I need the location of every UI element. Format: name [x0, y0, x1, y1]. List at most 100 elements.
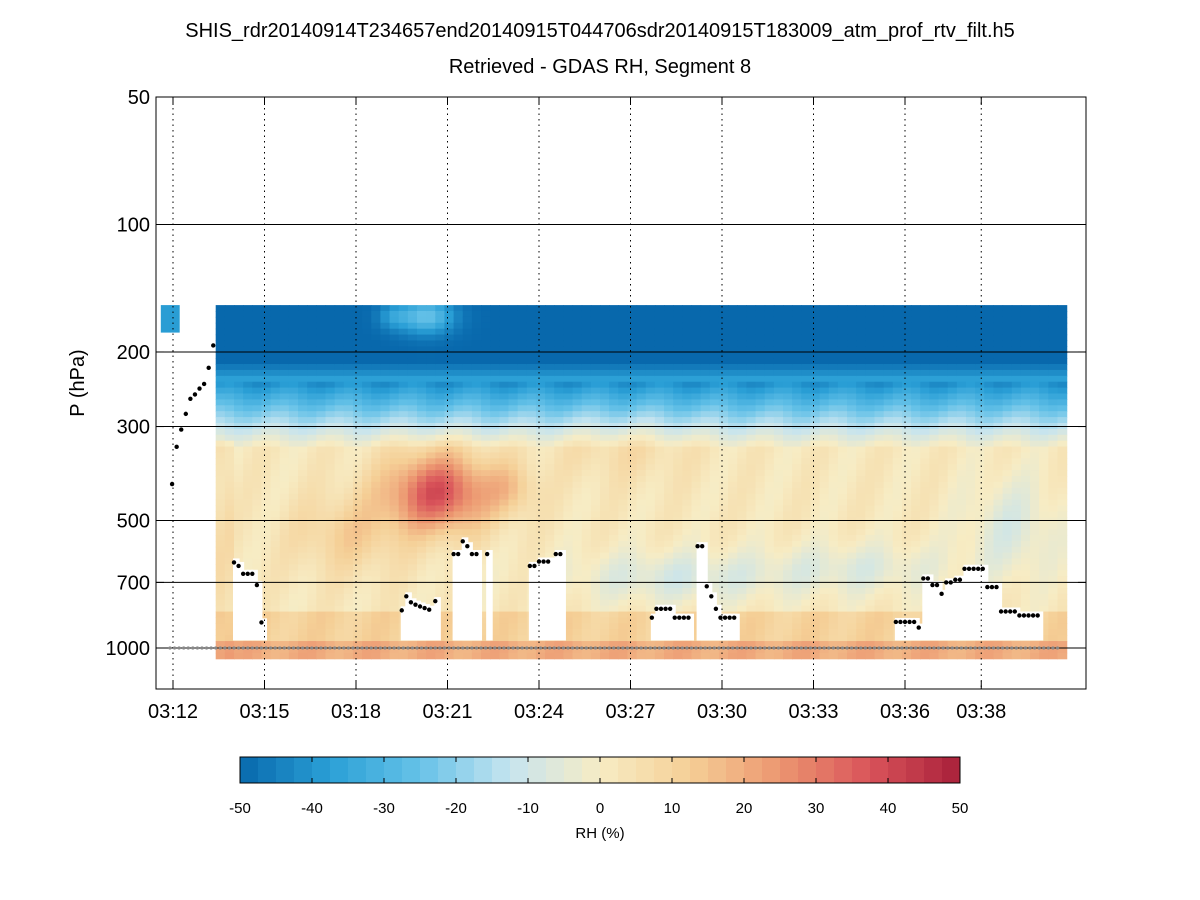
heatmap-cell [847, 481, 857, 489]
heatmap-cell [737, 328, 747, 336]
heatmap-cell [298, 316, 308, 324]
heatmap-cell [462, 387, 473, 395]
heatmap-cell [737, 358, 747, 365]
heatmap-cell [563, 458, 574, 465]
heatmap-cell [316, 593, 327, 601]
heatmap-cell [746, 364, 757, 371]
heatmap-cell [673, 393, 683, 400]
heatmap-cell [755, 470, 766, 477]
heatmap-cell [847, 599, 857, 607]
heatmap-cell [947, 434, 958, 442]
heatmap-cell [819, 629, 830, 636]
heatmap-cell [279, 587, 290, 595]
heatmap-cell [627, 605, 638, 613]
heatmap-cell [234, 369, 244, 377]
heatmap-cell [417, 364, 427, 371]
heatmap-cell [773, 476, 784, 483]
heatmap-cell [334, 511, 345, 518]
heatmap-cell [636, 493, 647, 501]
heatmap-cell [746, 310, 757, 318]
heatmap-cell [819, 316, 830, 324]
heatmap-cell [435, 452, 446, 459]
heatmap-cell [609, 305, 619, 312]
heatmap-cell [261, 540, 272, 548]
heatmap-cell [947, 375, 958, 383]
heatmap-cell [380, 611, 391, 619]
heatmap-cell [682, 529, 693, 536]
heatmap-cell [746, 352, 757, 359]
heatmap-cell [682, 487, 693, 495]
heatmap-cell [389, 434, 400, 442]
heatmap-cell [792, 393, 802, 400]
heatmap-cell [270, 334, 281, 342]
heatmap-cell [545, 428, 555, 436]
heatmap-cell [819, 587, 830, 595]
heatmap-cell [471, 328, 482, 336]
heatmap-cell [975, 358, 985, 365]
heatmap-cell [563, 411, 574, 418]
heatmap-cell [700, 399, 711, 406]
heatmap-cell [600, 534, 610, 542]
heatmap-cell [819, 529, 830, 536]
heatmap-cell [389, 334, 400, 342]
heatmap-cell [224, 358, 235, 365]
heatmap-cell [847, 493, 857, 501]
heatmap-cell [627, 369, 638, 377]
heatmap-cell [728, 411, 738, 418]
heatmap-cell [215, 529, 226, 536]
heatmap-cell [444, 310, 455, 318]
heatmap-cell [261, 576, 272, 583]
heatmap-cell [334, 605, 345, 613]
heatmap-cell [352, 358, 363, 365]
heatmap-cell [499, 446, 510, 454]
heatmap-cell [664, 546, 674, 554]
heatmap-cell [792, 340, 802, 347]
heatmap-cell [883, 529, 894, 536]
heatmap-cell [526, 316, 537, 324]
heatmap-cell [728, 346, 738, 353]
heatmap-cell [261, 358, 272, 365]
heatmap-cell [581, 458, 592, 465]
heatmap-cell [911, 387, 921, 395]
heatmap-cell [810, 629, 821, 636]
heatmap-cell [334, 305, 345, 312]
heatmap-cell [554, 470, 564, 477]
heatmap-cell [792, 641, 802, 648]
heatmap-cell [417, 558, 427, 566]
heatmap-cell [883, 576, 894, 583]
heatmap-cell [535, 529, 546, 536]
heatmap-cell [535, 411, 546, 418]
heatmap-cell [581, 552, 592, 560]
heatmap-cell [792, 352, 802, 359]
heatmap-cell [691, 534, 702, 542]
heatmap-cell [847, 446, 857, 454]
heatmap-cell [426, 381, 436, 389]
heatmap-cell [691, 582, 702, 589]
heatmap-cell [471, 428, 482, 436]
heatmap-cell [929, 511, 940, 518]
heatmap-cell [636, 346, 647, 353]
heatmap-cell [590, 440, 601, 448]
heatmap-cell [389, 358, 400, 365]
heatmap-cell [682, 346, 693, 353]
heatmap-cell [728, 487, 738, 495]
heatmap-cell [773, 428, 784, 436]
heatmap-cell [535, 652, 546, 660]
heatmap-cell [682, 587, 693, 595]
heatmap-cell [609, 629, 619, 636]
heatmap-cell [654, 358, 665, 365]
heatmap-cell [215, 393, 226, 400]
heatmap-cell [462, 310, 473, 318]
heatmap-cell [435, 322, 446, 330]
heatmap-cell [270, 446, 281, 454]
heatmap-cell [417, 576, 427, 583]
heatmap-cell [737, 652, 747, 660]
heatmap-cell [444, 540, 455, 548]
heatmap-cell [737, 458, 747, 465]
heatmap-cell [755, 452, 766, 459]
heatmap-cell [380, 334, 391, 342]
heatmap-cell [389, 470, 400, 477]
heatmap-cell [664, 458, 674, 465]
heatmap-cell [526, 493, 537, 501]
heatmap-cell [755, 523, 766, 530]
